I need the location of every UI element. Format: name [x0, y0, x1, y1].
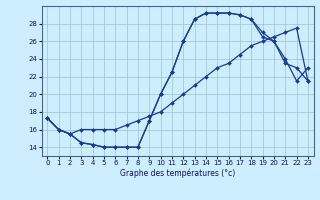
X-axis label: Graphe des températures (°c): Graphe des températures (°c)	[120, 169, 235, 178]
